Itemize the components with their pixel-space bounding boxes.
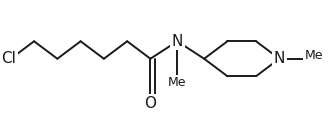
Text: Me: Me bbox=[168, 76, 187, 89]
Text: N: N bbox=[274, 51, 285, 66]
Text: Me: Me bbox=[304, 49, 323, 62]
Text: Cl: Cl bbox=[2, 51, 16, 66]
Text: O: O bbox=[144, 96, 156, 111]
Text: N: N bbox=[172, 34, 183, 49]
